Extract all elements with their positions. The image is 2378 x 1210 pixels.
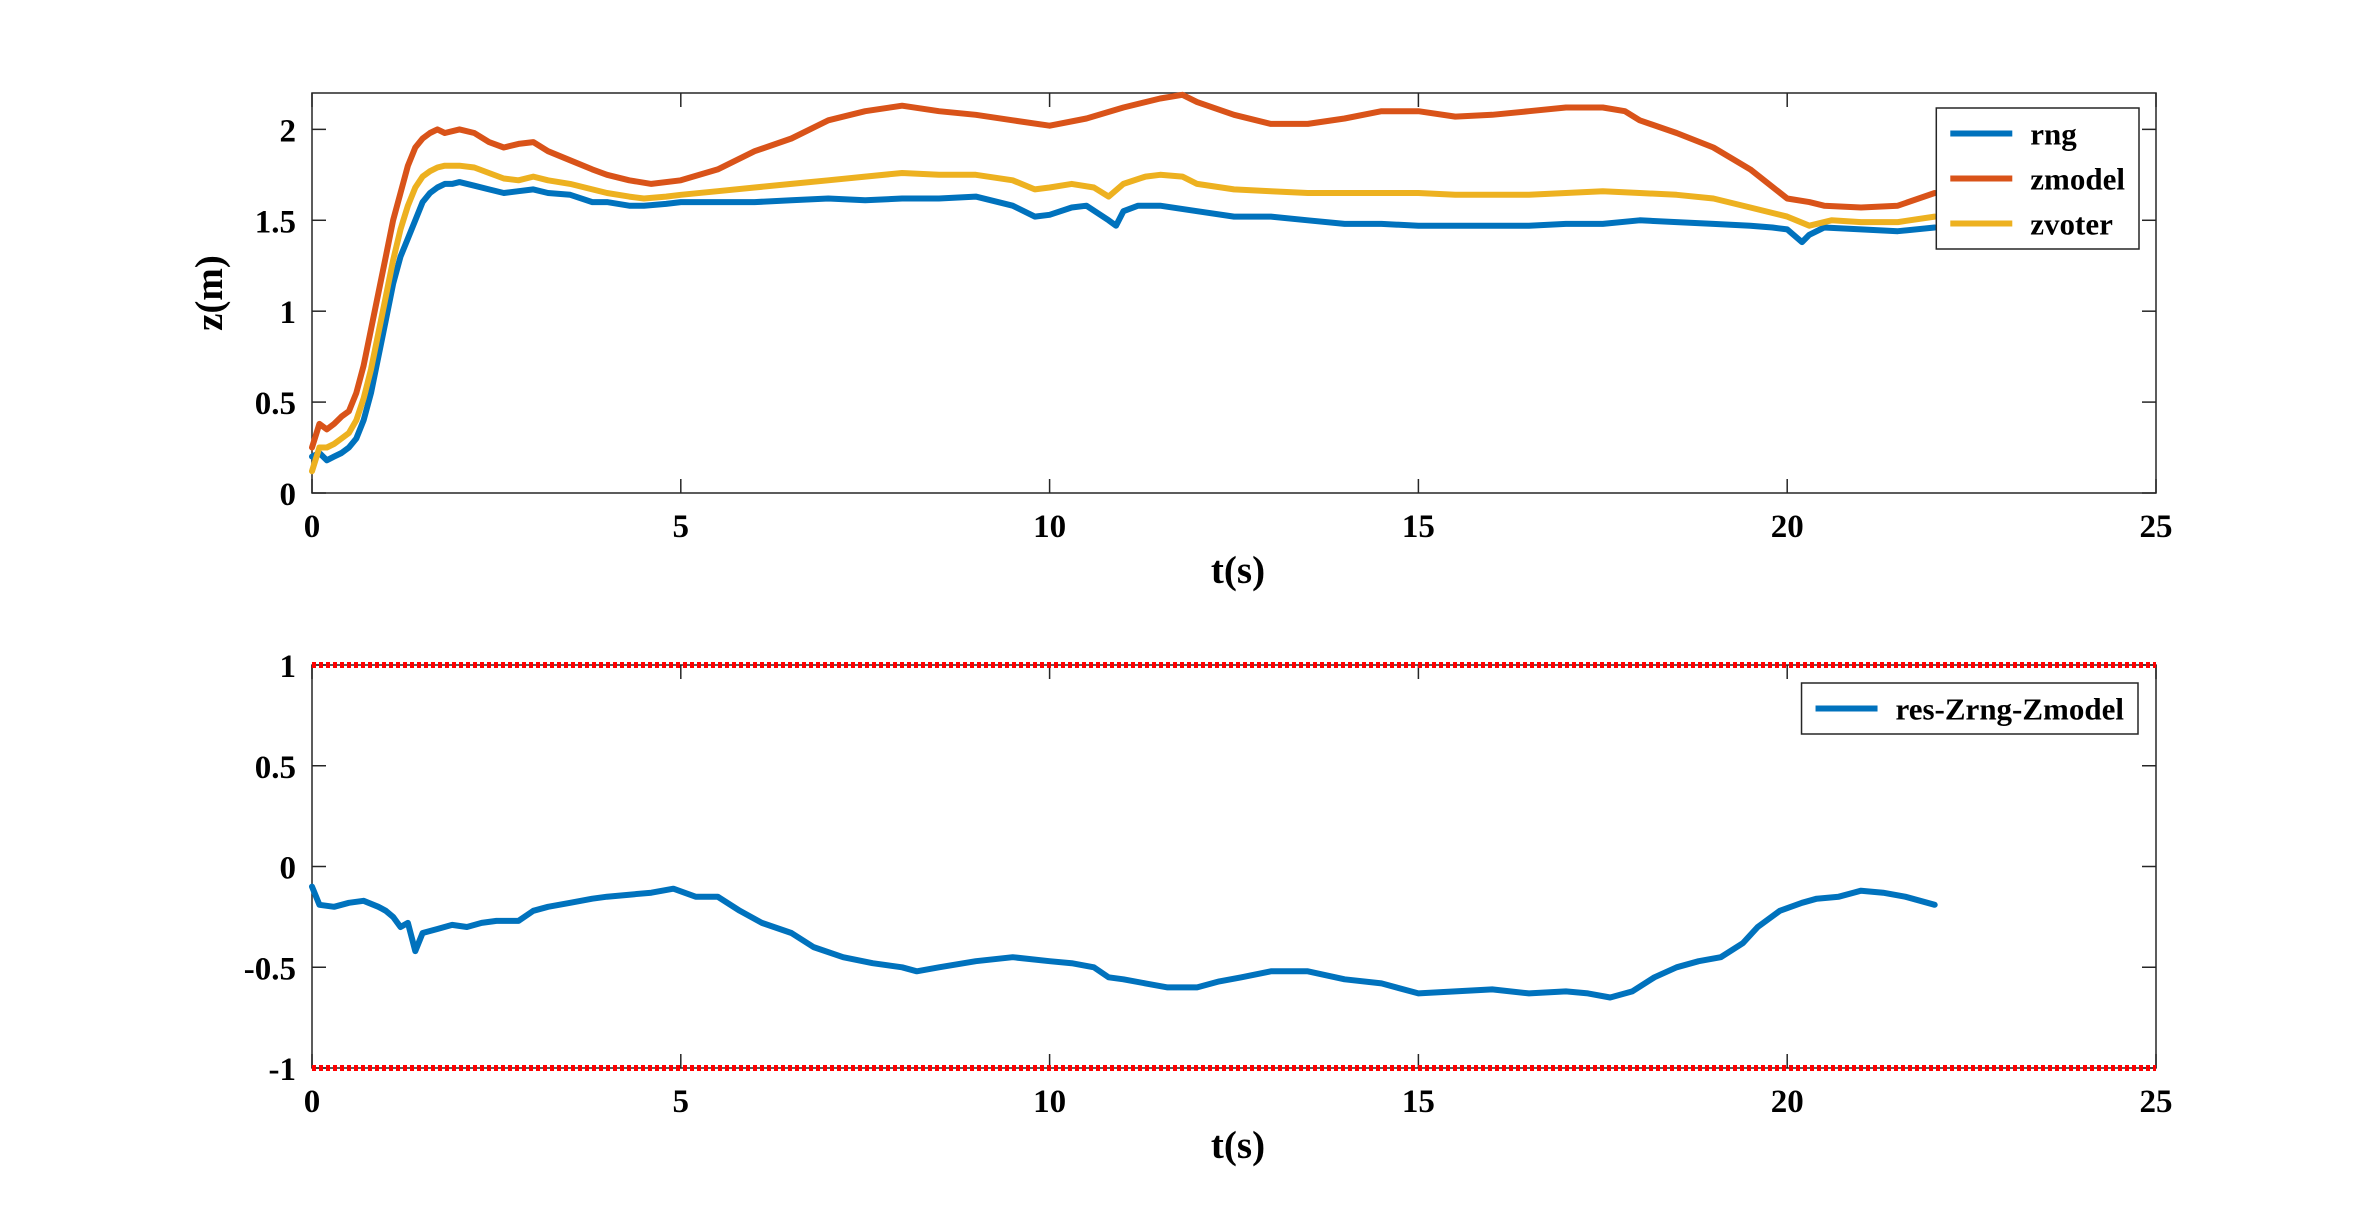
x-tick-label: 5 (673, 1084, 690, 1120)
y-tick-label: -1 (269, 1052, 297, 1088)
x-tick-label: 10 (1033, 509, 1066, 545)
legend-label-rng: rng (2030, 117, 2077, 152)
x-axis-label: t(s) (1211, 549, 1265, 592)
legend-label-zmodel: zmodel (2030, 162, 2125, 197)
y-tick-label: 0.5 (255, 386, 296, 422)
y-tick-label: 1.5 (255, 204, 296, 240)
x-tick-label: 25 (2140, 1084, 2173, 1120)
legend-label-res-Zrng-Zmodel: res-Zrng-Zmodel (1896, 692, 2125, 727)
y-tick-label: -0.5 (244, 951, 296, 987)
y-tick-label: 0.5 (255, 750, 296, 786)
series-line-zmodel (309, 91, 1938, 451)
legend: res-Zrng-Zmodel (1800, 682, 2139, 735)
x-tick-label: 15 (1402, 509, 1435, 545)
x-tick-label: 20 (1771, 509, 1804, 545)
series-line-zvoter (309, 162, 1938, 475)
y-tick-label: 2 (280, 113, 297, 149)
y-tick-label: 0 (280, 851, 297, 887)
series-line-rng (309, 179, 1938, 464)
legend-label-zvoter: zvoter (2030, 207, 2113, 242)
x-tick-label: 5 (673, 509, 690, 545)
x-tick-label: 0 (304, 1084, 321, 1120)
x-axis-label: t(s) (1211, 1124, 1265, 1167)
x-tick-label: 0 (304, 509, 321, 545)
subplot-1: 0 5 10 15 20 25 0 0.5 1 1.5 2 t(s) z(m) rng zmodel zvot… (188, 91, 2173, 592)
y-tick-label: 0 (280, 477, 297, 513)
y-tick-label: 1 (280, 649, 297, 685)
x-tick-label: 10 (1033, 1084, 1066, 1120)
x-tick-label: 15 (1402, 1084, 1435, 1120)
y-axis-label: z(m) (188, 255, 231, 331)
y-tick-label: 1 (280, 295, 297, 331)
x-tick-label: 20 (1771, 1084, 1804, 1120)
x-tick-label: 25 (2140, 509, 2173, 545)
plot-area-frame (311, 92, 2157, 494)
subplot-2: 0 5 10 15 20 25 -1 -0.5 0 0.5 1 t(s) res-Zrng-Zmodel (244, 649, 2173, 1167)
series-line-res-Zrng-Zmodel (309, 883, 1938, 1001)
legend: rng zmodel zvoter (1935, 107, 2140, 250)
